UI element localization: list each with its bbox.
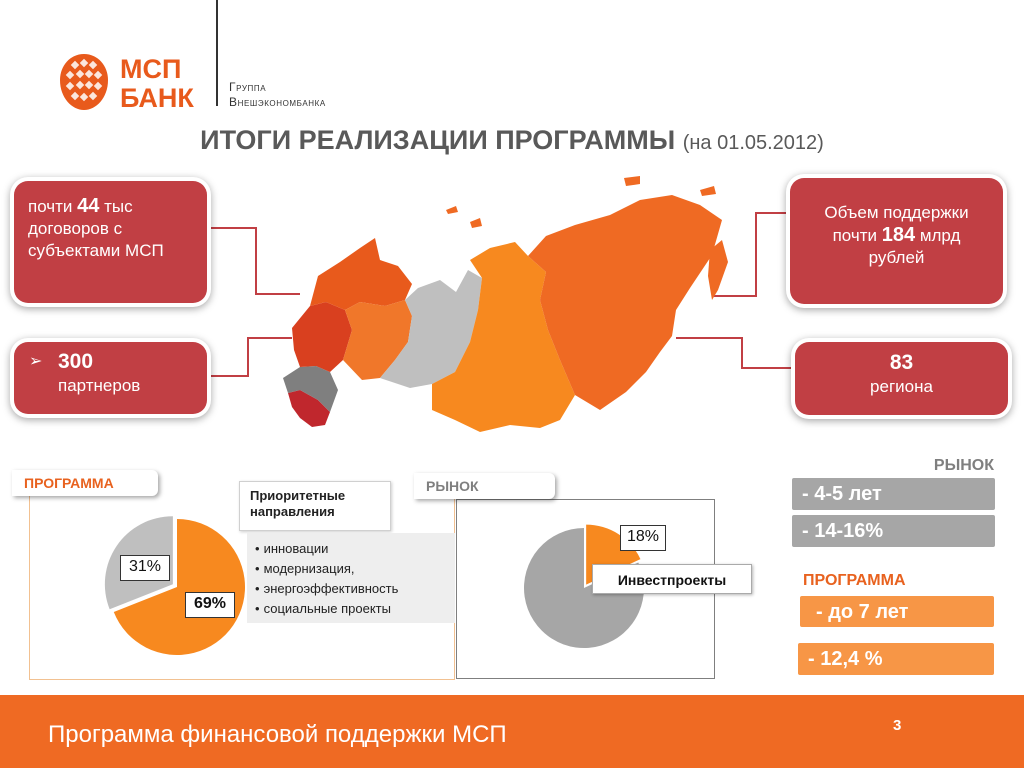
volume-prefix: почти xyxy=(832,226,882,245)
regions-box: 83 региона xyxy=(795,342,1008,415)
map-region-caucasus xyxy=(283,366,338,412)
pie-label-31: 31% xyxy=(120,555,170,581)
pie-slice xyxy=(524,528,644,648)
map-region-northwest xyxy=(310,238,412,310)
partners-box: ➢ 300 партнеров xyxy=(14,342,207,414)
program-pie-chart xyxy=(104,516,245,655)
contracts-suffix: тыс договоров с субъектами МСП xyxy=(28,197,164,260)
logo-line1: МСП xyxy=(120,54,182,84)
priority-title: Приоритетные направления xyxy=(239,481,391,531)
group-line1: Группа xyxy=(229,80,267,94)
volume-line3: рублей xyxy=(868,248,925,267)
logo-text: МСП БАНК xyxy=(120,55,194,113)
header-divider xyxy=(216,0,218,106)
pie-label-69: 69% xyxy=(185,592,235,618)
connector-contracts xyxy=(207,227,300,295)
map-region-fareast xyxy=(528,195,722,410)
map-region-south xyxy=(288,390,330,427)
connector-partners xyxy=(207,337,292,377)
market-heading: РЫНОК xyxy=(933,457,994,474)
program-tab: ПРОГРАММА xyxy=(12,470,158,496)
market-tab: РЫНОК xyxy=(414,473,555,499)
contracts-number: 44 xyxy=(77,195,100,217)
partners-number: 300 xyxy=(58,350,94,373)
program-rate-bar: - 12,4 % xyxy=(798,643,994,675)
footer-text: Программа финансовой поддержки МСП xyxy=(48,721,507,748)
priority-list: инновации модернизация, энергоэффективно… xyxy=(247,533,455,623)
market-term-bar: - 4-5 лет xyxy=(792,478,995,510)
volume-box: Объем поддержки почти 184 млрд рублей xyxy=(790,178,1003,304)
volume-line1: Объем поддержки xyxy=(824,203,969,222)
group-text: Группа Внешэкономбанка xyxy=(229,80,326,110)
priority-item: модернизация, xyxy=(255,559,455,579)
msp-bank-logo-icon xyxy=(60,54,108,110)
regions-number: 83 xyxy=(889,351,914,374)
volume-line2: почти 184 млрд xyxy=(800,224,993,247)
logo-line2: БАНК xyxy=(120,83,194,113)
map-region-urals xyxy=(380,270,482,388)
priority-item: энергоэффективность xyxy=(255,579,455,599)
map-region-central xyxy=(292,302,352,372)
contracts-box: почти 44 тыс договоров с субъектами МСП xyxy=(14,181,207,303)
connector-volume xyxy=(714,212,790,297)
regions-label: региона xyxy=(870,377,933,396)
page-number: 3 xyxy=(893,717,902,734)
group-line2: Внешэкономбанка xyxy=(229,95,326,109)
market-rate-bar: - 14-16% xyxy=(792,515,995,547)
program-heading: ПРОГРАММА xyxy=(803,572,906,589)
footer: Программа финансовой поддержки МСП 3 xyxy=(0,695,1024,768)
connector-regions xyxy=(676,337,795,369)
map-region-volga xyxy=(343,300,412,380)
pie-label-18: 18% xyxy=(620,525,666,551)
volume-number: 184 xyxy=(881,224,916,246)
partners-label: партнеров xyxy=(58,376,141,395)
pie-slice xyxy=(113,519,245,655)
title-main: ИТОГИ РЕАЛИЗАЦИИ ПРОГРАММЫ xyxy=(200,125,676,155)
map-islands xyxy=(446,176,716,228)
map-kamchatka xyxy=(708,240,728,300)
invest-label: Инвестпроекты xyxy=(592,564,752,594)
title-date: (на 01.05.2012) xyxy=(682,132,824,154)
contracts-prefix: почти xyxy=(28,197,78,216)
priority-item: инновации xyxy=(255,539,455,559)
page-title: ИТОГИ РЕАЛИЗАЦИИ ПРОГРАММЫ (на 01.05.201… xyxy=(0,124,1024,159)
arrow-bullet-icon: ➢ xyxy=(29,353,43,370)
program-term-bar: - до 7 лет xyxy=(800,596,994,627)
priority-item: социальные проекты xyxy=(255,599,455,619)
volume-suffix: млрд xyxy=(915,226,961,245)
map-region-siberia xyxy=(432,242,575,432)
